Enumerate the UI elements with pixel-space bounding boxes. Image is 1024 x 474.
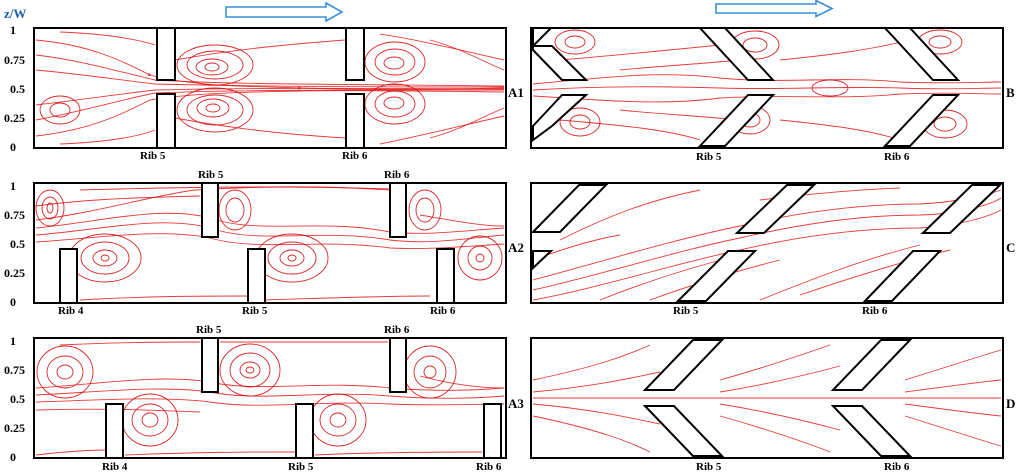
rib-label: Rib 5 — [673, 305, 699, 317]
rib — [59, 248, 78, 304]
rib — [734, 184, 817, 234]
streamlines — [35, 31, 505, 145]
rib — [642, 339, 725, 391]
rib-label: Rib 6 — [884, 151, 910, 163]
rib-label: Rib 6 — [384, 324, 410, 336]
rib — [642, 405, 725, 457]
rib-label: Rib 5 — [696, 151, 722, 163]
streamlines — [532, 344, 1002, 453]
rib-label: Rib 4 — [58, 305, 84, 317]
rib — [105, 403, 124, 459]
streamlines — [35, 341, 505, 456]
rib — [530, 184, 609, 233]
tick-label: 0.5 — [10, 392, 25, 406]
tick-label: 0.5 — [10, 237, 25, 251]
rib-label: Rib 5 — [196, 324, 222, 336]
rib — [532, 250, 554, 271]
tick-label: 1 — [10, 23, 16, 37]
rib-label: Rib 6 — [884, 461, 910, 473]
rib-label: Rib 5 — [288, 461, 314, 473]
panel-id: B — [1006, 85, 1015, 100]
rib — [882, 94, 961, 147]
axis-title: z/W — [4, 6, 26, 21]
rib-label: Rib 6 — [384, 169, 410, 181]
panel-a3: Rib 5 Rib 6 Rib 4 Rib 5 Rib 6 A3 — [33, 324, 524, 473]
rib — [920, 184, 1003, 234]
tick-label: 0 — [10, 295, 16, 309]
rib-label: Rib 5 — [198, 169, 224, 181]
panel-id: C — [1006, 240, 1015, 255]
rib-label: Rib 6 — [862, 305, 888, 317]
rib-label: Rib 6 — [342, 150, 368, 162]
flow-direction-arrow-right — [715, 0, 834, 18]
panel-a2: Rib 5 Rib 6 Rib 4 Rib 5 Rib 6 A2 — [33, 169, 524, 317]
streamlines — [35, 186, 505, 301]
rib — [156, 93, 176, 149]
rib — [389, 182, 407, 238]
tick-label: 0.25 — [4, 421, 25, 435]
tick-label: 1 — [10, 179, 16, 193]
flow-direction-arrow-left — [225, 1, 344, 23]
rib — [830, 339, 913, 391]
rib — [247, 248, 266, 304]
rib — [201, 182, 219, 238]
rib-label: Rib 5 — [242, 305, 268, 317]
rib — [295, 403, 314, 459]
tick-label: 0.75 — [4, 208, 25, 222]
tick-label: 0.25 — [4, 266, 25, 280]
y-ticks-row-2: 1 0.75 0.5 0.25 0 — [4, 179, 25, 309]
tick-label: 1 — [10, 334, 16, 348]
tick-label: 0 — [10, 450, 16, 464]
panel-id: A1 — [508, 85, 524, 100]
panel-d: Rib 5 Rib 6 D — [530, 337, 1015, 473]
panel-id: A2 — [508, 240, 524, 255]
rib-label: Rib 5 — [140, 150, 166, 162]
panel-c: Rib 5 Rib 6 C — [530, 182, 1015, 317]
rib — [436, 248, 455, 304]
rib — [697, 27, 776, 81]
rib — [882, 27, 961, 81]
rib-label: Rib 6 — [430, 305, 456, 317]
rib — [675, 250, 758, 302]
panel-id: A3 — [508, 396, 524, 411]
tick-label: 0.75 — [4, 53, 25, 67]
tick-label: 0.75 — [4, 363, 25, 377]
rib — [483, 403, 502, 459]
rib — [156, 27, 176, 81]
rib — [532, 45, 589, 81]
rib — [532, 94, 589, 142]
rib — [201, 337, 219, 393]
tick-label: 0.25 — [4, 111, 25, 125]
y-ticks-row-1: 1 0.75 0.5 0.25 0 — [4, 23, 25, 154]
streamlines — [532, 39, 1002, 141]
panel-b: Rib 5 Rib 6 B — [530, 27, 1015, 163]
panel-id: D — [1006, 396, 1015, 411]
rib — [345, 27, 365, 81]
rib — [345, 93, 365, 149]
rib — [697, 94, 776, 147]
rib — [532, 27, 554, 49]
rib — [830, 405, 913, 457]
tick-label: 0 — [10, 140, 16, 154]
rib — [389, 337, 407, 393]
rib — [862, 250, 943, 302]
rib-label: Rib 4 — [102, 461, 128, 473]
tick-label: 0.5 — [10, 82, 25, 96]
y-ticks-row-3: 1 0.75 0.5 0.25 0 — [4, 334, 25, 464]
rib-label: Rib 6 — [476, 461, 502, 473]
rib-label: Rib 5 — [696, 461, 722, 473]
panel-a1: Rib 5 Rib 6 A1 — [33, 27, 524, 162]
